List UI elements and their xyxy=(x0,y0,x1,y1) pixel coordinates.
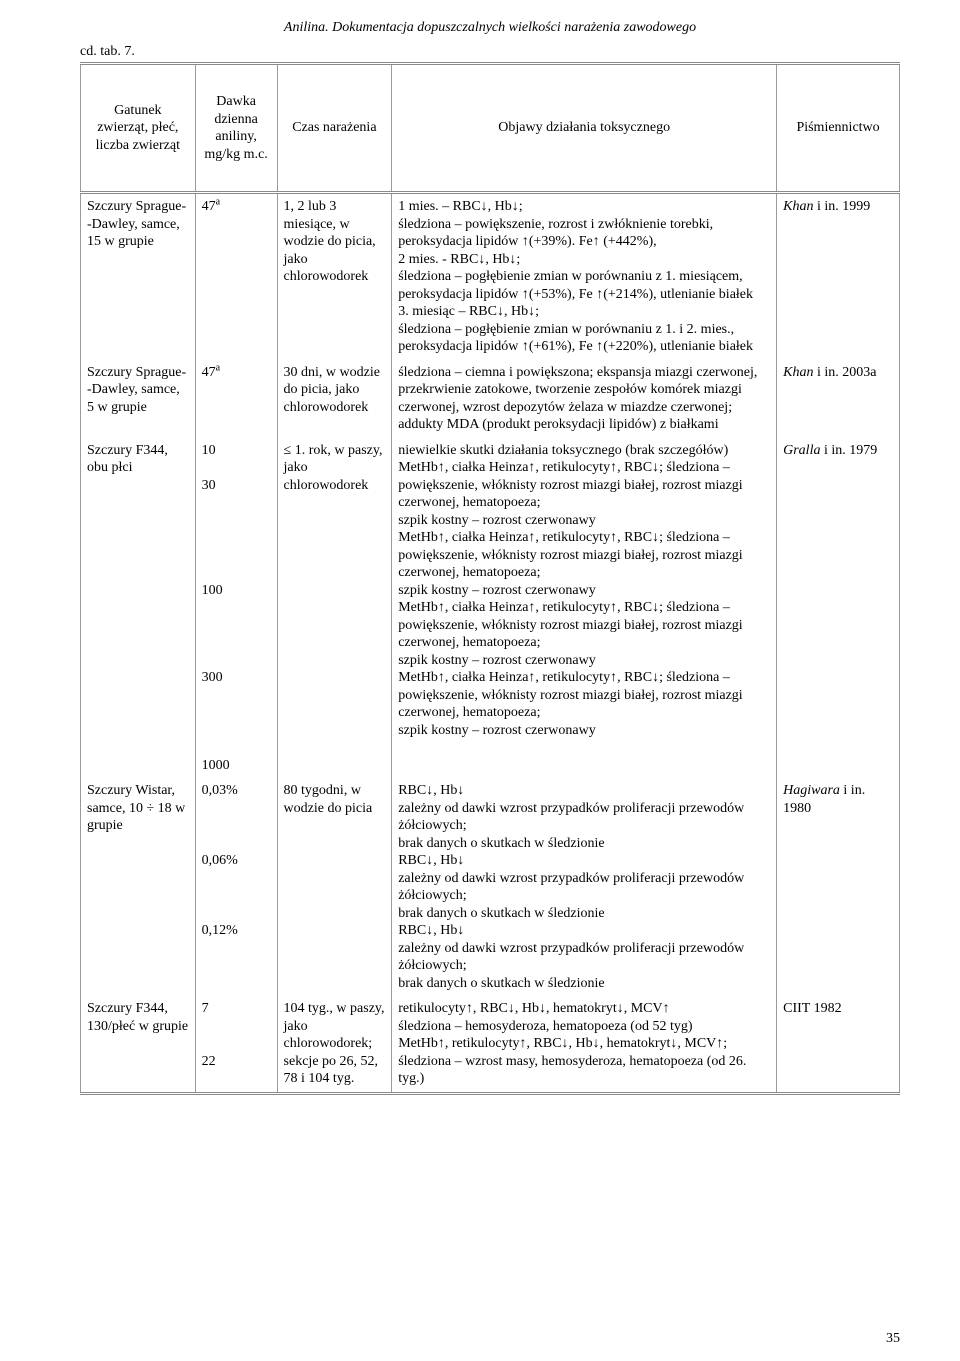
table-row: Szczury Sprague- -Dawley, samce, 15 w gr… xyxy=(81,193,900,360)
table-body: Szczury Sprague- -Dawley, samce, 15 w gr… xyxy=(81,193,900,1094)
cell-species: Szczury Sprague- -Dawley, samce, 5 w gru… xyxy=(81,360,196,438)
col-species: Gatunek zwierząt, płeć, liczba zwierząt xyxy=(81,64,196,193)
table-row: Szczury F344, obu płci10 30 100 300 1000… xyxy=(81,438,900,779)
cell-effects: RBC↓, Hb↓ zależny od dawki wzrost przypa… xyxy=(392,778,777,996)
cell-time: 1, 2 lub 3 miesiące, w wodzie do picia, … xyxy=(277,193,392,360)
col-time: Czas narażenia xyxy=(277,64,392,193)
cell-species: Szczury F344, 130/płeć w grupie xyxy=(81,996,196,1093)
table-row: Szczury Sprague- -Dawley, samce, 5 w gru… xyxy=(81,360,900,438)
cell-dose: 47a xyxy=(195,360,277,438)
cell-ref: CIIT 1982 xyxy=(777,996,900,1093)
col-effects: Objawy działania toksycznego xyxy=(392,64,777,193)
cell-effects: retikulocyty↑, RBC↓, Hb↓, hematokryt↓, M… xyxy=(392,996,777,1093)
cell-ref: Khan i in. 1999 xyxy=(777,193,900,360)
col-ref: Piśmiennictwo xyxy=(777,64,900,193)
page-number: 35 xyxy=(886,1331,900,1347)
cell-ref: Khan i in. 2003a xyxy=(777,360,900,438)
cell-time: ≤ 1. rok, w paszy, jako chlorowodorek xyxy=(277,438,392,779)
cell-dose: 7 22 xyxy=(195,996,277,1093)
table-continuation-label: cd. tab. 7. xyxy=(80,44,900,60)
page: Anilina. Dokumentacja dopuszczalnych wie… xyxy=(0,0,960,1361)
cell-species: Szczury Wistar, samce, 10 ÷ 18 w grupie xyxy=(81,778,196,996)
table-header-row: Gatunek zwierząt, płeć, liczba zwierząt … xyxy=(81,64,900,193)
cell-dose: 0,03% 0,06% 0,12% xyxy=(195,778,277,996)
cell-species: Szczury Sprague- -Dawley, samce, 15 w gr… xyxy=(81,193,196,360)
cell-species: Szczury F344, obu płci xyxy=(81,438,196,779)
cell-time: 80 tygodni, w wodzie do picia xyxy=(277,778,392,996)
cell-effects: 1 mies. – RBC↓, Hb↓; śledziona – powięks… xyxy=(392,193,777,360)
cell-dose: 10 30 100 300 1000 xyxy=(195,438,277,779)
cell-effects: niewielkie skutki działania toksycznego … xyxy=(392,438,777,779)
cell-time: 104 tyg., w paszy, jako chlorowodorek; s… xyxy=(277,996,392,1093)
data-table: Gatunek zwierząt, płeć, liczba zwierząt … xyxy=(80,62,900,1095)
col-dose: Dawka dzienna aniliny, mg/kg m.c. xyxy=(195,64,277,193)
cell-time: 30 dni, w wodzie do picia, jako chlorowo… xyxy=(277,360,392,438)
document-header: Anilina. Dokumentacja dopuszczalnych wie… xyxy=(80,20,900,36)
cell-ref: Hagiwara i in. 1980 xyxy=(777,778,900,996)
cell-dose: 47a xyxy=(195,193,277,360)
table-row: Szczury F344, 130/płeć w grupie7 22104 t… xyxy=(81,996,900,1093)
cell-effects: śledziona – ciemna i powiększona; ekspan… xyxy=(392,360,777,438)
table-row: Szczury Wistar, samce, 10 ÷ 18 w grupie0… xyxy=(81,778,900,996)
cell-ref: Gralla i in. 1979 xyxy=(777,438,900,779)
